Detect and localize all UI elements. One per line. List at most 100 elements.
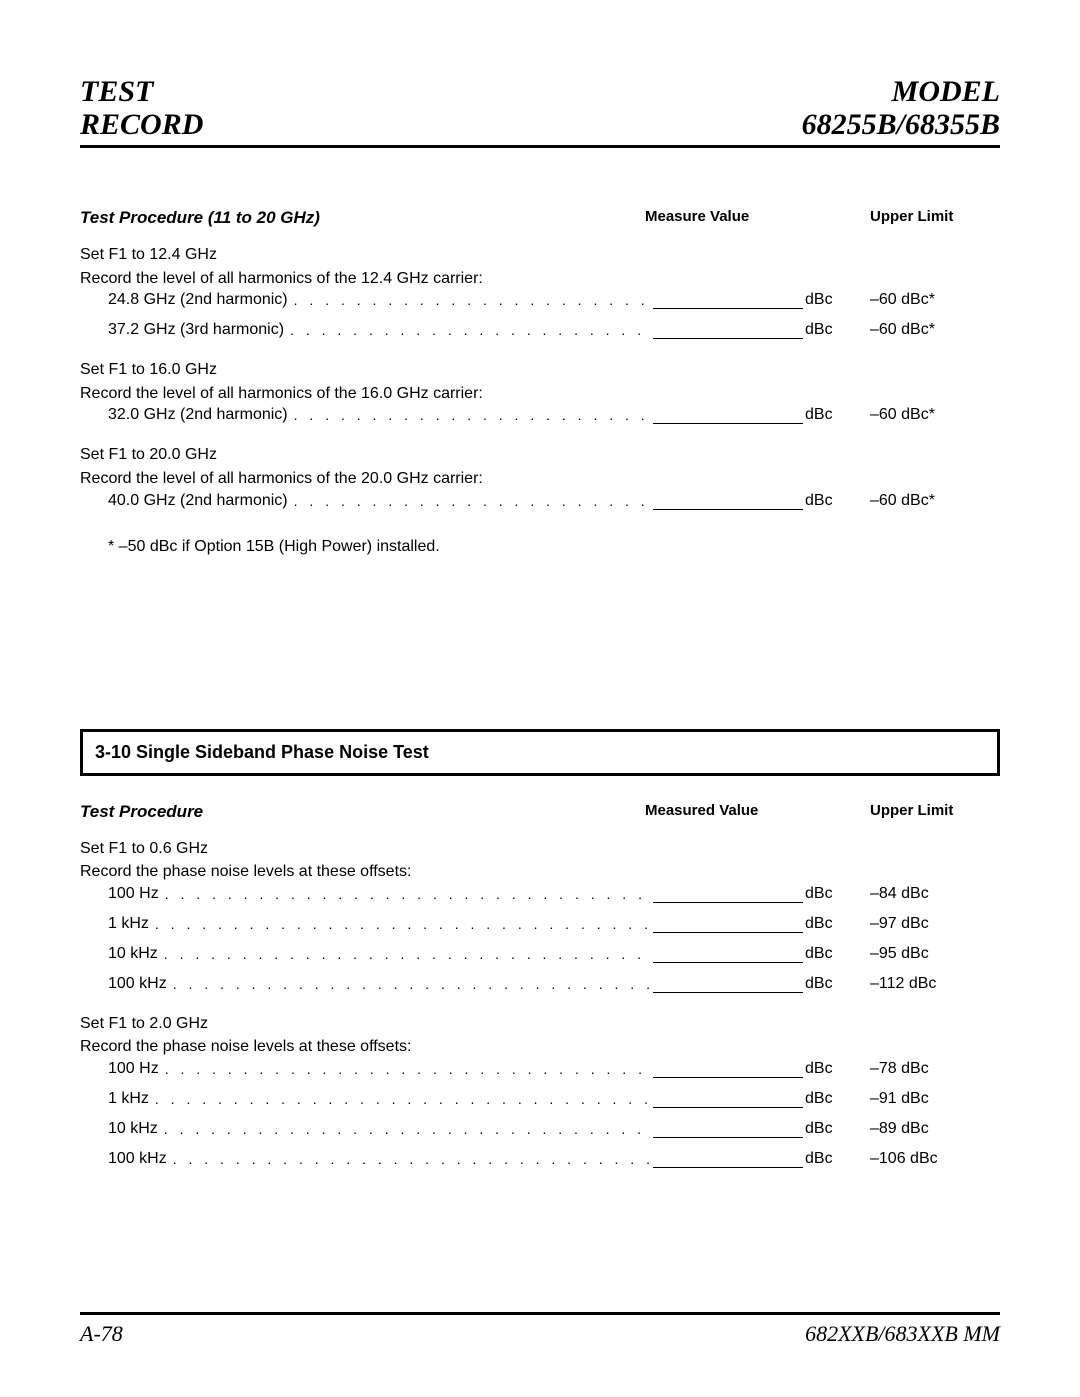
measurement-row: 100 Hz. . . . . . . . . . . . . . . . . … [80, 885, 1000, 903]
instruction-line: Set F1 to 20.0 GHz [80, 444, 1000, 466]
section2-col-limit: Upper Limit [870, 802, 1000, 822]
value-blank[interactable] [653, 293, 803, 309]
value-blank[interactable] [653, 1092, 803, 1108]
row-label: 100 kHz [80, 975, 167, 993]
spacer [80, 574, 1000, 729]
instruction-line: Record the level of all harmonics of the… [80, 468, 1000, 490]
unit-label: dBc [805, 1060, 870, 1078]
section2-box-title: 3-10 Single Sideband Phase Noise Test [80, 729, 1000, 776]
instruction-line: Set F1 to 0.6 GHz [80, 838, 1000, 860]
dot-leader: . . . . . . . . . . . . . . . . . . . . … [149, 916, 653, 933]
header-left-line1: TEST [80, 75, 203, 108]
dot-leader: . . . . . . . . . . . . . . . . . . . . … [159, 886, 653, 903]
value-blank[interactable] [653, 1122, 803, 1138]
dot-leader: . . . . . . . . . . . . . . . . . . . . … [288, 292, 653, 309]
section2-body: Set F1 to 0.6 GHzRecord the phase noise … [80, 838, 1000, 1188]
header-right-line1: MODEL [802, 75, 1000, 108]
measurement-row: 100 kHz. . . . . . . . . . . . . . . . .… [80, 1150, 1000, 1168]
upper-limit: –97 dBc [870, 915, 1000, 933]
header-right-line2: 68255B/68355B [802, 108, 1000, 141]
value-blank[interactable] [653, 494, 803, 510]
unit-label: dBc [805, 1090, 870, 1108]
dot-leader: . . . . . . . . . . . . . . . . . . . . … [158, 1121, 653, 1138]
upper-limit: –89 dBc [870, 1120, 1000, 1138]
upper-limit: –91 dBc [870, 1090, 1000, 1108]
row-label: 100 Hz [80, 885, 159, 903]
value-blank[interactable] [653, 323, 803, 339]
upper-limit: –84 dBc [870, 885, 1000, 903]
value-blank[interactable] [653, 917, 803, 933]
group-gap [80, 349, 1000, 359]
header-left: TEST RECORD [80, 75, 203, 141]
measurement-row: 10 kHz. . . . . . . . . . . . . . . . . … [80, 1120, 1000, 1138]
dot-leader: . . . . . . . . . . . . . . . . . . . . … [158, 946, 653, 963]
row-label: 1 kHz [80, 1090, 149, 1108]
measurement-row: 24.8 GHz (2nd harmonic). . . . . . . . .… [80, 291, 1000, 309]
value-blank[interactable] [653, 1062, 803, 1078]
measurement-row: 40.0 GHz (2nd harmonic). . . . . . . . .… [80, 492, 1000, 510]
measurement-row: 32.0 GHz (2nd harmonic). . . . . . . . .… [80, 406, 1000, 424]
row-label: 10 kHz [80, 945, 158, 963]
section1-col-limit: Upper Limit [870, 208, 1000, 228]
upper-limit: –60 dBc* [870, 321, 1000, 339]
header-right: MODEL 68255B/68355B [802, 75, 1000, 141]
instruction-line: Set F1 to 16.0 GHz [80, 359, 1000, 381]
upper-limit: –112 dBc [870, 975, 1000, 993]
upper-limit: –60 dBc* [870, 291, 1000, 309]
footer-right: 682XXB/683XXB MM [805, 1321, 1000, 1347]
upper-limit: –60 dBc* [870, 492, 1000, 510]
value-blank[interactable] [653, 887, 803, 903]
measurement-row: 100 kHz. . . . . . . . . . . . . . . . .… [80, 975, 1000, 993]
dot-leader: . . . . . . . . . . . . . . . . . . . . … [149, 1091, 653, 1108]
upper-limit: –106 dBc [870, 1150, 1000, 1168]
dot-leader: . . . . . . . . . . . . . . . . . . . . … [159, 1061, 653, 1078]
unit-label: dBc [805, 915, 870, 933]
value-blank[interactable] [653, 1152, 803, 1168]
header-left-line2: RECORD [80, 108, 203, 141]
instruction-line: Record the phase noise levels at these o… [80, 1036, 1000, 1058]
unit-label: dBc [805, 945, 870, 963]
instruction-line: Record the phase noise levels at these o… [80, 861, 1000, 883]
row-label: 40.0 GHz (2nd harmonic) [80, 492, 288, 510]
measurement-row: 100 Hz. . . . . . . . . . . . . . . . . … [80, 1060, 1000, 1078]
unit-label: dBc [805, 975, 870, 993]
row-label: 100 Hz [80, 1060, 159, 1078]
instruction-line: Set F1 to 12.4 GHz [80, 244, 1000, 266]
group-gap [80, 434, 1000, 444]
dot-leader: . . . . . . . . . . . . . . . . . . . . … [288, 493, 653, 510]
unit-label: dBc [805, 1120, 870, 1138]
value-blank[interactable] [653, 947, 803, 963]
measurement-row: 37.2 GHz (3rd harmonic). . . . . . . . .… [80, 321, 1000, 339]
value-blank[interactable] [653, 977, 803, 993]
section2-col-measure: Measured Value [645, 802, 870, 822]
unit-label: dBc [805, 321, 870, 339]
unit-label: dBc [805, 492, 870, 510]
page-header: TEST RECORD MODEL 68255B/68355B [80, 75, 1000, 148]
measurement-row: 1 kHz. . . . . . . . . . . . . . . . . .… [80, 915, 1000, 933]
page-footer: A-78 682XXB/683XXB MM [80, 1312, 1000, 1347]
group-gap [80, 1003, 1000, 1013]
dot-leader: . . . . . . . . . . . . . . . . . . . . … [167, 976, 653, 993]
section1-title: Test Procedure (11 to 20 GHz) [80, 208, 645, 228]
value-blank[interactable] [653, 408, 803, 424]
upper-limit: –78 dBc [870, 1060, 1000, 1078]
row-label: 10 kHz [80, 1120, 158, 1138]
group-gap [80, 1178, 1000, 1188]
dot-leader: . . . . . . . . . . . . . . . . . . . . … [167, 1151, 653, 1168]
row-label: 32.0 GHz (2nd harmonic) [80, 406, 288, 424]
row-label: 24.8 GHz (2nd harmonic) [80, 291, 288, 309]
dot-leader: . . . . . . . . . . . . . . . . . . . . … [284, 322, 653, 339]
section-phase-noise: Test Procedure Measured Value Upper Limi… [80, 802, 1000, 1188]
group-gap [80, 520, 1000, 530]
unit-label: dBc [805, 406, 870, 424]
row-label: 37.2 GHz (3rd harmonic) [80, 321, 284, 339]
instruction-line: Record the level of all harmonics of the… [80, 268, 1000, 290]
instruction-line: Set F1 to 2.0 GHz [80, 1013, 1000, 1035]
instruction-line: Record the level of all harmonics of the… [80, 383, 1000, 405]
measurement-row: 1 kHz. . . . . . . . . . . . . . . . . .… [80, 1090, 1000, 1108]
row-label: 1 kHz [80, 915, 149, 933]
section1-header: Test Procedure (11 to 20 GHz) Measure Va… [80, 208, 1000, 228]
section1-footnote: * –50 dBc if Option 15B (High Power) ins… [80, 538, 1000, 556]
measurement-row: 10 kHz. . . . . . . . . . . . . . . . . … [80, 945, 1000, 963]
dot-leader: . . . . . . . . . . . . . . . . . . . . … [288, 407, 653, 424]
